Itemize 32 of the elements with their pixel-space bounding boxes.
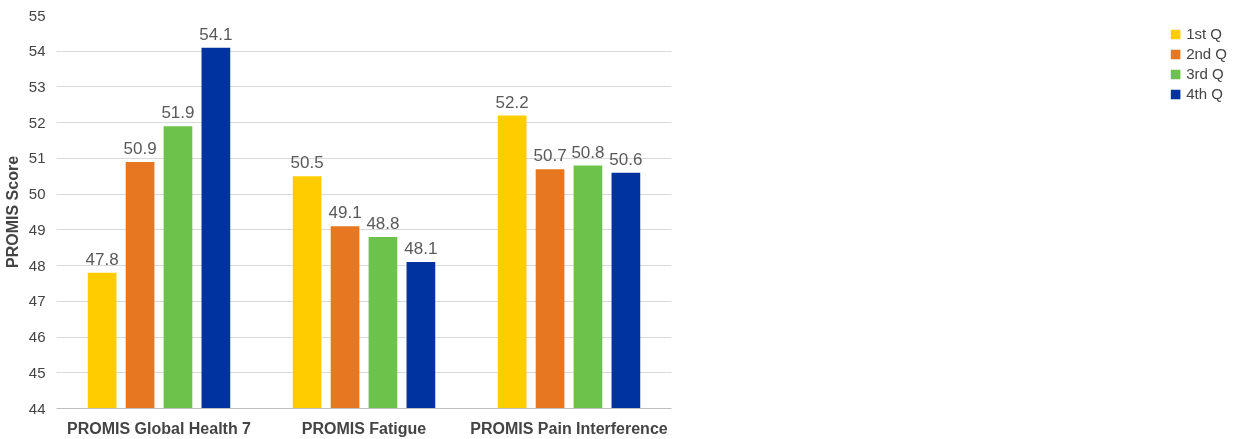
x-tick-label: PROMIS Pain Interference [470, 419, 668, 437]
data-label: 48.1 [404, 239, 438, 259]
y-axis-title: PROMIS Score [3, 155, 21, 269]
data-label: 49.1 [328, 203, 362, 223]
legend-label: 4th Q [1186, 85, 1223, 102]
x-tick-label: PROMIS Global Health 7 [66, 419, 252, 437]
data-label: 51.9 [161, 103, 195, 123]
x-tick-label: PROMIS Fatigue [301, 419, 427, 437]
data-label: 47.8 [85, 249, 119, 269]
legend-label: 1st Q [1186, 25, 1222, 42]
y-tick-label: 50 [28, 185, 46, 203]
y-tick-label: 47 [28, 292, 46, 310]
data-label: 54.1 [199, 24, 233, 44]
data-label: 50.6 [609, 149, 643, 169]
y-tick-label: 44 [28, 399, 46, 417]
y-tick-label: 45 [28, 363, 46, 381]
y-tick-label: 49 [28, 220, 46, 238]
data-label: 50.9 [123, 138, 157, 158]
y-tick-label: 48 [28, 256, 46, 274]
y-tick-label: 52 [28, 113, 46, 131]
data-label: 50.5 [290, 153, 324, 173]
legend-label: 3rd Q [1186, 65, 1224, 82]
y-tick-label: 46 [28, 328, 46, 346]
data-label: 52.2 [495, 92, 529, 112]
y-tick-label: 51 [28, 149, 46, 167]
legend-label: 2nd Q [1186, 45, 1227, 62]
y-tick-label: 54 [28, 42, 46, 60]
data-label: 50.7 [533, 146, 567, 166]
y-tick-label: 55 [28, 6, 46, 24]
y-tick-label: 53 [28, 77, 46, 95]
data-label: 48.8 [366, 214, 400, 234]
data-label: 50.8 [571, 142, 605, 162]
